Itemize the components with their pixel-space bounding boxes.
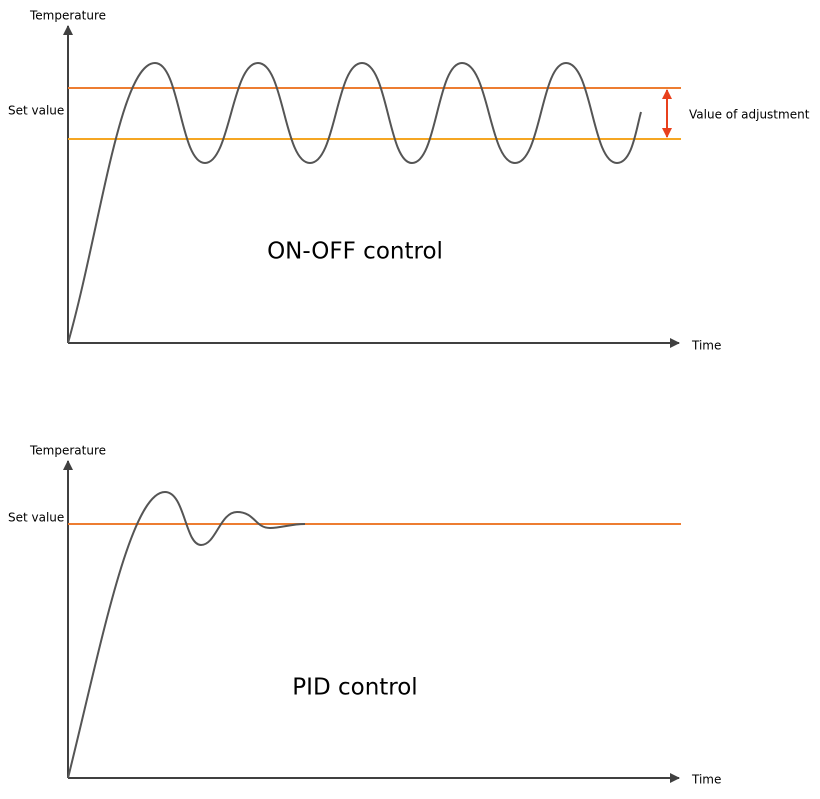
set-value-label: Set value bbox=[8, 511, 64, 525]
pid-diagram: Temperature Set value Time PID control bbox=[8, 444, 721, 787]
adjustment-label: Value of adjustment bbox=[689, 108, 810, 122]
diagram-title: ON-OFF control bbox=[267, 239, 443, 265]
temperature-curve bbox=[67, 61, 642, 344]
x-axis-label: Time bbox=[691, 773, 721, 787]
temperature-curve bbox=[67, 490, 306, 779]
x-axis-label: Time bbox=[691, 339, 721, 353]
on-off-diagram: Temperature Set value Value of adjustmen… bbox=[8, 9, 810, 353]
y-axis-label: Temperature bbox=[29, 444, 106, 458]
set-value-label: Set value bbox=[8, 104, 64, 118]
diagram-title: PID control bbox=[292, 675, 417, 701]
y-axis-label: Temperature bbox=[29, 9, 106, 23]
